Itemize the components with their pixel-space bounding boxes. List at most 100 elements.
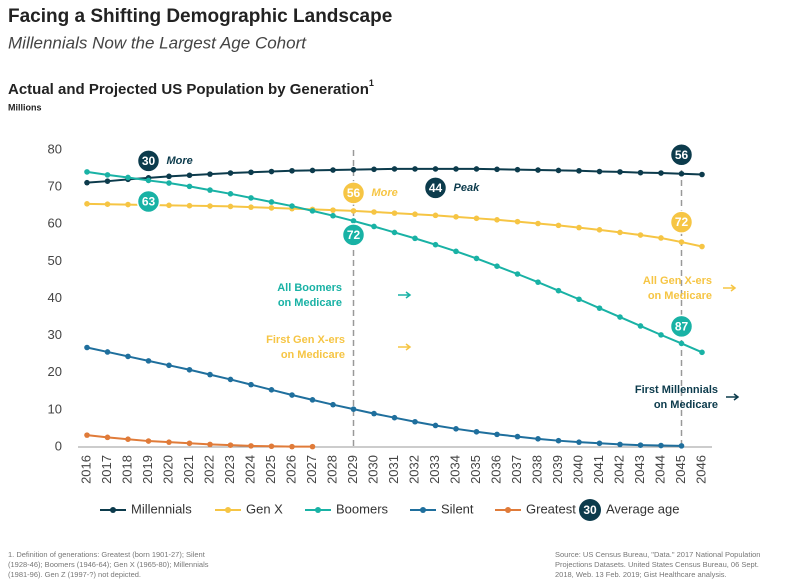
point xyxy=(227,170,234,176)
point xyxy=(432,241,439,248)
point xyxy=(535,436,541,442)
point xyxy=(309,397,316,403)
point xyxy=(576,439,582,445)
x-tick-label: 2032 xyxy=(406,455,421,484)
x-tick-label: 2044 xyxy=(652,455,667,484)
point xyxy=(596,305,603,311)
legend-label: Greatest xyxy=(526,501,576,516)
series-line xyxy=(86,202,703,248)
legend-label: Average age xyxy=(606,501,680,516)
arrow xyxy=(398,343,412,351)
x-tick-label: 2028 xyxy=(324,455,339,484)
x-tick-label: 2018 xyxy=(119,455,134,484)
point xyxy=(699,349,705,356)
point xyxy=(227,442,234,448)
point xyxy=(391,229,398,236)
point xyxy=(637,169,644,176)
subheadline: Millennials Now the Largest Age Cohort xyxy=(8,33,307,52)
source: Projections Datasets. United States Cens… xyxy=(555,560,759,569)
point xyxy=(125,353,131,360)
legend-label: Silent xyxy=(441,501,474,516)
x-tick-label: 2031 xyxy=(386,455,401,484)
point xyxy=(494,263,500,270)
point xyxy=(84,344,90,351)
point xyxy=(473,428,480,435)
x-tick-label: 2045 xyxy=(673,455,688,484)
x-tick-label: 2022 xyxy=(201,455,216,484)
point xyxy=(166,362,172,369)
x-tick-label: 2043 xyxy=(632,455,647,484)
point xyxy=(84,201,90,207)
x-tick-label: 2017 xyxy=(99,455,114,484)
point xyxy=(268,168,275,175)
point xyxy=(391,166,398,172)
point xyxy=(104,349,111,355)
source: Source: US Census Bureau, "Data." 2017 N… xyxy=(555,550,760,559)
point xyxy=(350,218,357,224)
point xyxy=(125,174,131,181)
age-label: 72 xyxy=(347,228,361,242)
age-note: More xyxy=(167,155,193,167)
y-tick-label: 60 xyxy=(48,216,62,231)
point xyxy=(494,216,500,223)
point xyxy=(330,167,336,173)
point xyxy=(186,172,193,179)
point xyxy=(617,169,623,175)
point xyxy=(453,214,459,220)
point xyxy=(576,224,582,231)
x-tick-label: 2039 xyxy=(550,455,565,484)
x-tick-label: 2029 xyxy=(345,455,360,484)
point xyxy=(166,202,172,209)
point xyxy=(678,340,685,347)
point xyxy=(391,210,398,216)
point xyxy=(371,209,377,215)
x-tick-label: 2024 xyxy=(242,455,257,484)
footnote: (1928-46); Boomers (1946-64); Gen X (196… xyxy=(8,560,209,569)
point xyxy=(412,166,418,172)
annotation: All Boomers xyxy=(277,282,342,294)
point xyxy=(658,442,664,449)
y-tick-label: 0 xyxy=(55,438,62,453)
annotation: on Medicare xyxy=(278,297,342,309)
arrow xyxy=(723,284,737,292)
age-label: 63 xyxy=(142,195,156,209)
point xyxy=(678,239,685,245)
point xyxy=(371,223,377,230)
point xyxy=(473,166,480,172)
point xyxy=(166,180,172,186)
x-tick-label: 2042 xyxy=(611,455,626,484)
point xyxy=(412,235,418,242)
point xyxy=(555,222,562,229)
annotation: All Gen X-ers xyxy=(643,275,712,287)
point xyxy=(555,437,562,444)
point xyxy=(432,212,439,219)
point xyxy=(555,287,562,294)
annotation: on Medicare xyxy=(281,349,345,361)
point xyxy=(617,314,623,320)
point xyxy=(289,167,295,174)
point xyxy=(186,183,193,190)
point xyxy=(248,443,254,449)
source: 2018, Web. 13 Feb. 2019; Gist Healthcare… xyxy=(555,570,727,579)
point xyxy=(637,232,644,238)
point xyxy=(84,169,90,175)
point xyxy=(268,443,275,450)
point xyxy=(494,166,500,173)
y-tick-label: 40 xyxy=(48,290,62,305)
legend-label: Gen X xyxy=(246,501,283,516)
point xyxy=(330,401,336,408)
point xyxy=(596,440,603,447)
point xyxy=(84,432,90,438)
point xyxy=(207,203,213,209)
annotation: on Medicare xyxy=(648,290,712,302)
y-tick-label: 10 xyxy=(48,401,62,416)
point xyxy=(391,414,398,421)
point xyxy=(207,441,213,448)
legend-marker xyxy=(110,507,116,513)
title-mark: 1 xyxy=(369,78,374,88)
age-bubble xyxy=(423,176,448,200)
point xyxy=(125,436,131,443)
point xyxy=(309,443,316,450)
series-line xyxy=(86,434,313,448)
point xyxy=(166,439,172,445)
